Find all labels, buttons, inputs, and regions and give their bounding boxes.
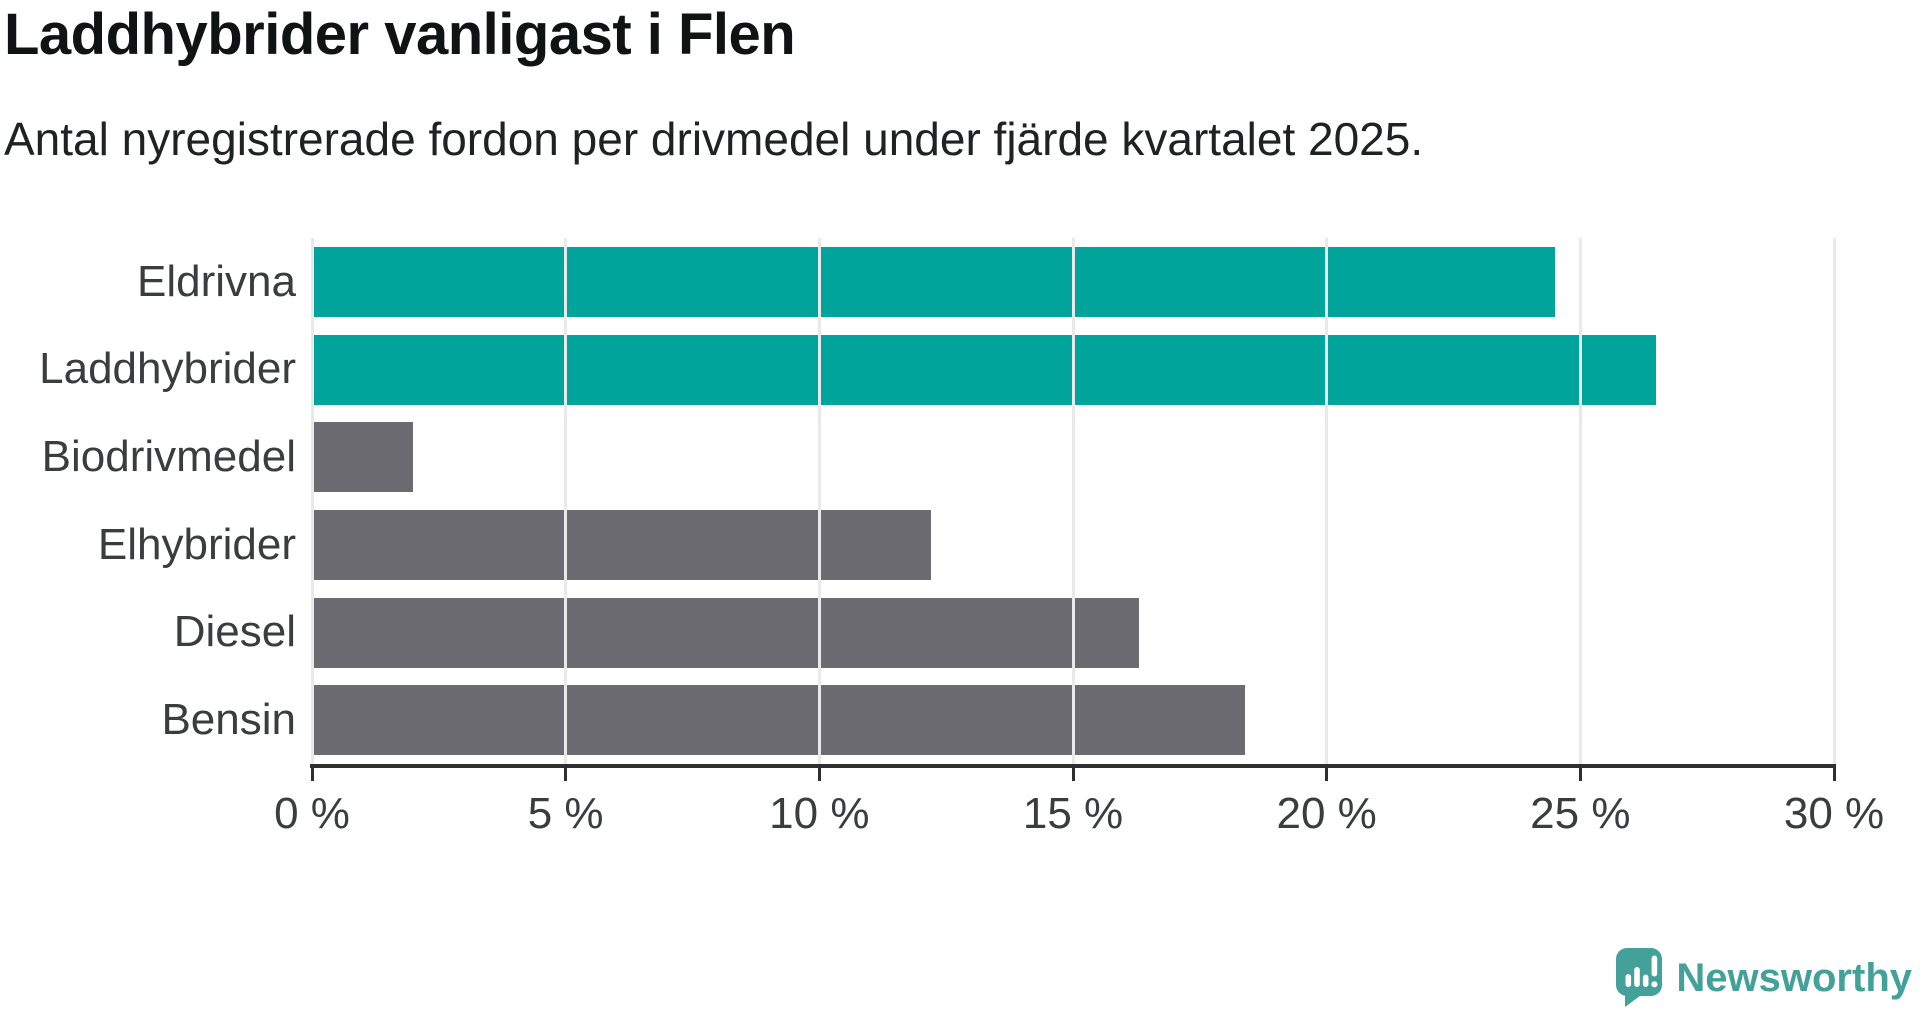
gridline-15 [1071, 238, 1075, 764]
x-axis-tick-15 [1071, 768, 1075, 781]
category-label-diesel: Diesel [173, 607, 296, 657]
category-label-elhybrider: Elhybrider [97, 519, 296, 569]
x-tick-label-15: 15 % [1022, 789, 1124, 838]
x-tick-label-30: 30 % [1783, 789, 1885, 838]
newsworthy-wordmark: Newsworthy [1676, 956, 1912, 1000]
gridline-10 [817, 238, 821, 764]
gridline-5 [564, 238, 568, 764]
x-axis-tick-25 [1578, 768, 1582, 781]
bar-eldrivna [312, 246, 1555, 317]
category-label-eldrivna: Eldrivna [137, 256, 296, 306]
x-axis-tick-10 [817, 768, 821, 781]
gridline-20 [1325, 238, 1329, 764]
x-axis-tick-5 [564, 768, 568, 781]
x-axis-tick-0 [310, 768, 314, 781]
x-axis-line [310, 764, 1836, 768]
newsworthy-brand: Newsworthy [1616, 948, 1912, 1008]
category-label-bensin: Bensin [161, 695, 296, 745]
x-tick-label-10: 10 % [769, 789, 870, 838]
category-axis: Eldrivna Laddhybrider Biodrivmedel Elhybrid… [0, 238, 296, 764]
x-axis-tick-30 [1832, 768, 1836, 781]
x-tick-label-5: 5 % [527, 789, 604, 838]
plot-area: 0 % 5 % 10 % 15 % 20 % 25 % 30 % [274, 238, 1884, 848]
category-label-biodrivmedel: Biodrivmedel [41, 432, 296, 482]
x-tick-label-0: 0 % [274, 789, 350, 838]
x-tick-label-20: 20 % [1276, 789, 1377, 838]
bar-diesel [312, 597, 1139, 668]
category-label-laddhybrider: Laddhybrider [39, 344, 296, 394]
chart-title: Laddhybrider vanligast i Flen [4, 2, 796, 67]
gridline-0 [310, 238, 314, 764]
gridline-25 [1578, 238, 1582, 764]
x-axis-tick-20 [1325, 768, 1329, 781]
bar-biodrivmedel [312, 422, 414, 493]
bar-laddhybrider [312, 334, 1657, 405]
bar-elhybrider [312, 509, 931, 580]
chart-subtitle: Antal nyregistrerade fordon per drivmede… [4, 113, 1424, 165]
bar-bensin [312, 685, 1246, 756]
gridline-30 [1832, 238, 1836, 764]
x-tick-label-25: 25 % [1530, 789, 1631, 838]
newsworthy-logo-icon [1616, 948, 1663, 1007]
